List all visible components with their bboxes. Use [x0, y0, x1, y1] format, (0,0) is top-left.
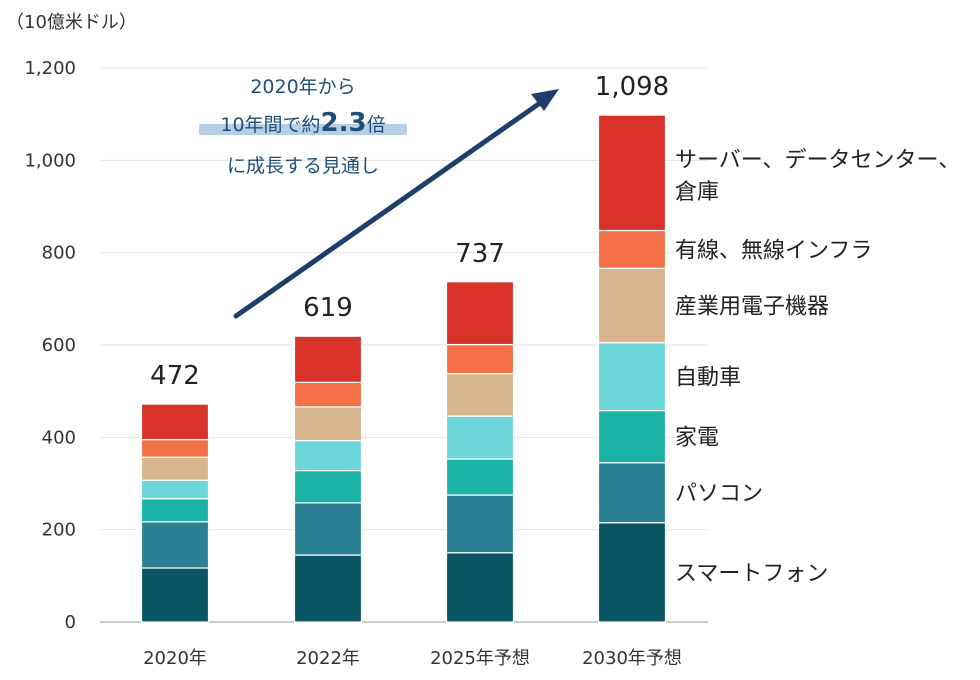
y-tick-label: 600	[42, 335, 76, 356]
bar-segment	[140, 456, 210, 481]
annotation-highlight	[199, 124, 407, 135]
bar-segment	[293, 335, 363, 383]
bar-total-label: 472	[150, 361, 200, 391]
bar-layer	[140, 114, 667, 623]
annotation-multiplier: 2.3	[321, 108, 367, 138]
bar-total-label: 737	[455, 239, 505, 269]
annotation-line1: 2020年から	[250, 76, 355, 98]
bar-segment	[445, 343, 515, 375]
x-tick-label: 2025年予想	[430, 648, 530, 669]
y-tick-label: 800	[42, 243, 76, 264]
legend-label: パソコン	[675, 482, 763, 507]
y-tick-label: 200	[42, 520, 76, 541]
annotation-line2: 10年間で約2.3倍	[220, 108, 385, 138]
bar-segment	[597, 462, 667, 524]
bar-segment	[140, 479, 210, 500]
y-axis-ticks: 0 200 400 600 800 1,000 1,200	[24, 58, 76, 633]
bar-total-label: 619	[303, 293, 353, 323]
x-tick-label: 2022年	[296, 648, 360, 669]
growth-arrow-head	[531, 89, 559, 111]
bar-segment	[140, 567, 210, 623]
total-labels: 472 619 737 1,098	[150, 72, 669, 391]
y-tick-label: 1,200	[24, 58, 76, 79]
bar-segment	[597, 409, 667, 464]
bar-segment	[293, 554, 363, 623]
growth-annotation: 2020年から 10年間で約2.3倍 に成長する見通し	[199, 76, 559, 319]
bar-segment	[445, 281, 515, 346]
y-tick-label: 1,000	[24, 150, 76, 171]
bar-segment	[597, 267, 667, 344]
legend-label: 家電	[675, 426, 719, 451]
bar-segment	[293, 406, 363, 442]
annotation-line2-pre: 10年間で約	[220, 114, 320, 136]
x-tick-label: 2030年予想	[582, 648, 682, 669]
bar-segment	[445, 458, 515, 496]
legend-label: スマートフォン	[675, 561, 828, 586]
bar-segment	[140, 439, 210, 458]
legend-label: サーバー、データセンター、倉庫	[675, 148, 960, 205]
annotation-line2-post: 倍	[367, 114, 386, 136]
bar-segment	[293, 469, 363, 504]
bar-segment	[445, 415, 515, 460]
bar-segment	[445, 552, 515, 623]
annotation-line3: に成長する見通し	[227, 155, 379, 177]
bar-total-label: 1,098	[595, 72, 669, 102]
x-axis-ticks: 2020年 2022年 2025年予想 2030年予想	[143, 648, 682, 669]
bar-segment	[140, 521, 210, 569]
bar-segment	[293, 502, 363, 556]
bar-segment	[597, 342, 667, 412]
bar-segment	[445, 494, 515, 554]
x-tick-label: 2020年	[143, 648, 207, 669]
bar-segment	[140, 403, 210, 441]
unit-label: （10億米ドル）	[6, 12, 137, 33]
y-tick-label: 400	[42, 427, 76, 448]
legend-label: 有線、無線インフラ	[675, 238, 872, 263]
bar-segment	[140, 498, 210, 523]
bar-segment	[597, 229, 667, 269]
bar-segment	[597, 522, 667, 623]
bar-segment	[293, 439, 363, 472]
legend-label: 産業用電子機器	[675, 295, 829, 320]
bar-segment	[445, 373, 515, 417]
bar-segment	[597, 114, 667, 232]
legend-label: 自動車	[675, 366, 741, 391]
y-tick-label: 0	[65, 612, 76, 633]
bar-segment	[293, 381, 363, 408]
growth-arrow	[233, 100, 543, 319]
